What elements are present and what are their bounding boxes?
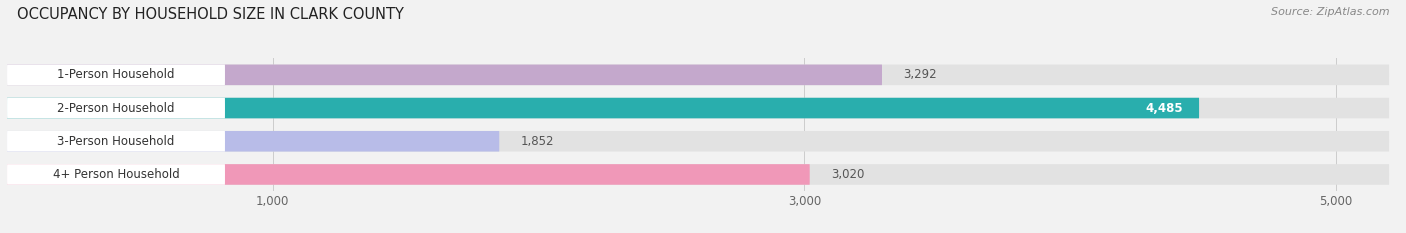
FancyBboxPatch shape [7, 98, 1389, 118]
FancyBboxPatch shape [7, 131, 1389, 151]
FancyBboxPatch shape [7, 65, 225, 85]
Text: OCCUPANCY BY HOUSEHOLD SIZE IN CLARK COUNTY: OCCUPANCY BY HOUSEHOLD SIZE IN CLARK COU… [17, 7, 404, 22]
Text: 3,020: 3,020 [831, 168, 865, 181]
FancyBboxPatch shape [7, 164, 1389, 185]
FancyBboxPatch shape [7, 164, 810, 185]
Text: Source: ZipAtlas.com: Source: ZipAtlas.com [1271, 7, 1389, 17]
Text: 4,485: 4,485 [1146, 102, 1182, 115]
Text: 3,292: 3,292 [903, 68, 936, 81]
FancyBboxPatch shape [7, 65, 882, 85]
Text: 3-Person Household: 3-Person Household [58, 135, 174, 148]
Text: 2-Person Household: 2-Person Household [58, 102, 174, 115]
FancyBboxPatch shape [7, 98, 1199, 118]
FancyBboxPatch shape [7, 65, 1389, 85]
Text: 4+ Person Household: 4+ Person Household [52, 168, 180, 181]
FancyBboxPatch shape [7, 131, 225, 151]
FancyBboxPatch shape [7, 131, 499, 151]
FancyBboxPatch shape [7, 98, 225, 118]
FancyBboxPatch shape [7, 164, 225, 185]
Text: 1,852: 1,852 [520, 135, 554, 148]
Text: 1-Person Household: 1-Person Household [58, 68, 174, 81]
